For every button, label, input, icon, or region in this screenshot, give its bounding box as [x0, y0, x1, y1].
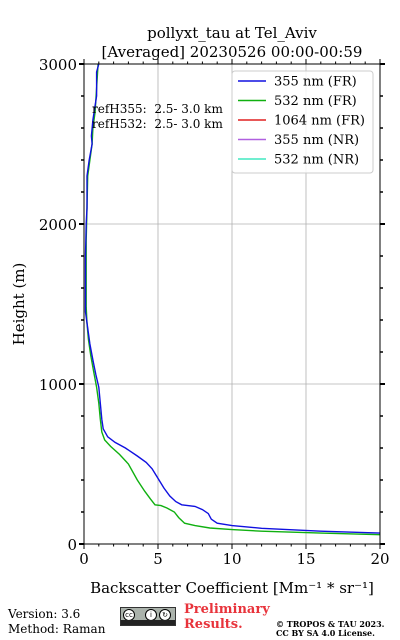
series-line-355-nm-fr-: [84, 63, 381, 534]
cc-by-sa-icon: cc i ↻: [120, 607, 176, 626]
legend-label: 532 nm (NR): [274, 153, 359, 168]
x-tick-label: 20: [370, 550, 389, 568]
legend-entries: 355 nm (FR) 532 nm (FR) 1064 nm (FR) 355 nm…: [238, 75, 365, 168]
x-tick-label: 5: [153, 550, 163, 568]
legend-label: 355 nm (FR): [274, 75, 357, 90]
x-tick-label: 0: [79, 550, 89, 568]
chart-subtitle: [Averaged] 20230526 00:00-00:59: [102, 43, 363, 61]
y-axis-label: Height (m): [10, 263, 28, 346]
version-label: Version: 3.6: [8, 607, 81, 621]
plot-frame: [83, 63, 381, 545]
copyright-line-1: © TROPOS & TAU 2023.: [276, 619, 385, 629]
cc-badge-bar: [121, 620, 175, 625]
copyright-line-2: CC BY SA 4.0 License.: [276, 628, 375, 638]
x-axis-label: Backscatter Coefficient [Mm⁻¹ * sr⁻¹]: [90, 579, 374, 597]
legend-label: 355 nm (NR): [274, 133, 359, 148]
x-tick-label: 15: [296, 550, 315, 568]
y-tick-label: 1000: [39, 376, 77, 394]
legend-box: [231, 70, 374, 174]
method-label: Method: Raman: [8, 622, 106, 636]
copyright-notice: © TROPOS & TAU 2023. CC BY SA 4.0 Licens…: [276, 620, 384, 638]
axis-ticks: 0 5 10 15 20 0 1000 2000 3000: [39, 56, 390, 568]
preliminary-line-2: Results.: [184, 617, 243, 632]
annotation-refh355: refH355: 2.5- 3.0 km: [92, 102, 223, 116]
annotation-refh532: refH532: 2.5- 3.0 km: [92, 117, 223, 131]
legend: 355 nm (FR) 532 nm (FR) 1064 nm (FR) 355 nm…: [231, 70, 374, 174]
series-lines: [84, 63, 381, 536]
y-tick-label: 3000: [39, 56, 77, 74]
y-tick-label: 0: [67, 536, 77, 554]
legend-label: 532 nm (FR): [274, 94, 357, 109]
preliminary-notice: Preliminary Results.: [184, 602, 270, 632]
chart-title: pollyxt_tau at Tel_Aviv: [147, 24, 317, 42]
legend-label: 1064 nm (FR): [274, 114, 365, 129]
x-tick-label: 10: [222, 550, 241, 568]
y-tick-label: 2000: [39, 216, 77, 234]
preliminary-line-1: Preliminary: [184, 602, 270, 617]
